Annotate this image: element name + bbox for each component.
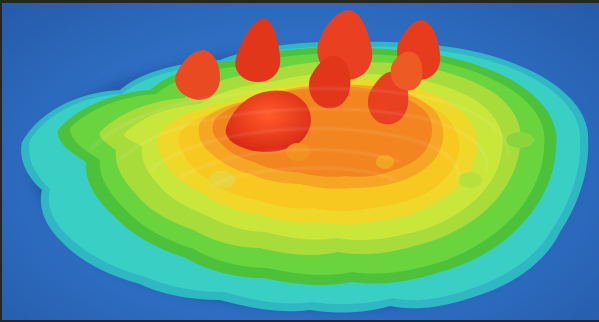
knoll-4 (458, 172, 482, 188)
frame-border-left (0, 0, 2, 322)
peak-main (225, 90, 311, 152)
frame-border-bottom (0, 320, 599, 322)
knoll-5 (118, 142, 142, 158)
knolls (118, 132, 534, 189)
peaks (175, 10, 441, 152)
peak-north-1 (235, 18, 281, 82)
peak-center (308, 55, 351, 109)
peak-east-2 (390, 51, 423, 91)
knoll-1 (286, 143, 310, 161)
frame-border-top (0, 0, 599, 3)
peak-west (175, 50, 220, 100)
contour-lines (89, 87, 509, 187)
knoll-6 (506, 132, 534, 148)
knoll-3 (209, 171, 235, 189)
